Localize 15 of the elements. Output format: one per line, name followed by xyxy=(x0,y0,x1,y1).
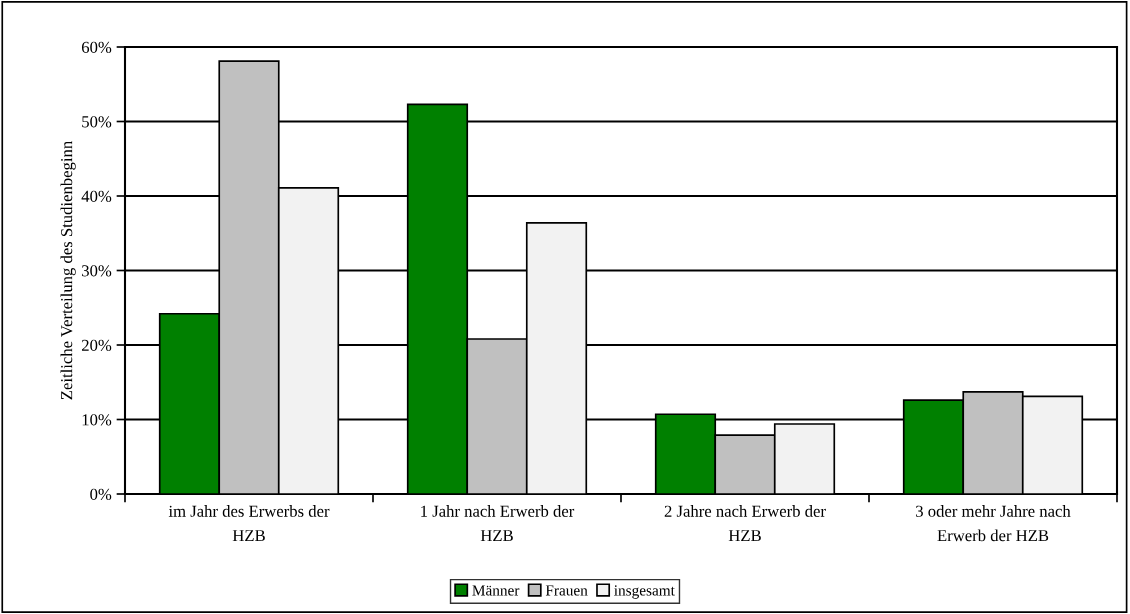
x-tick-label: im Jahr des Erwerbs der HZB xyxy=(168,505,330,542)
legend-label: insgesamt xyxy=(614,585,675,599)
y-tick-label: 50% xyxy=(82,116,112,128)
y-tick-label: 40% xyxy=(81,190,112,202)
y-tick-label: 20% xyxy=(81,339,112,351)
x-tick-label: 2 Jahre nach Erwerb der HZB xyxy=(664,505,826,542)
x-tick-label: 3 oder mehr Jahre nach Erwerb der HZB xyxy=(916,505,1071,542)
y-tick-label: 0% xyxy=(90,488,112,500)
legend-label: Frauen xyxy=(545,585,588,596)
x-tick-label: 1 Jahr nach Erwerb der HZB xyxy=(421,505,575,542)
legend-label: Männer xyxy=(472,585,520,596)
y-tick-label: 10% xyxy=(82,414,112,426)
y-tick-label: 30% xyxy=(82,265,112,277)
y-axis-title: Zeitliche Verteilung des Studienbeginn xyxy=(60,141,76,400)
y-tick-label: 60% xyxy=(81,41,112,53)
